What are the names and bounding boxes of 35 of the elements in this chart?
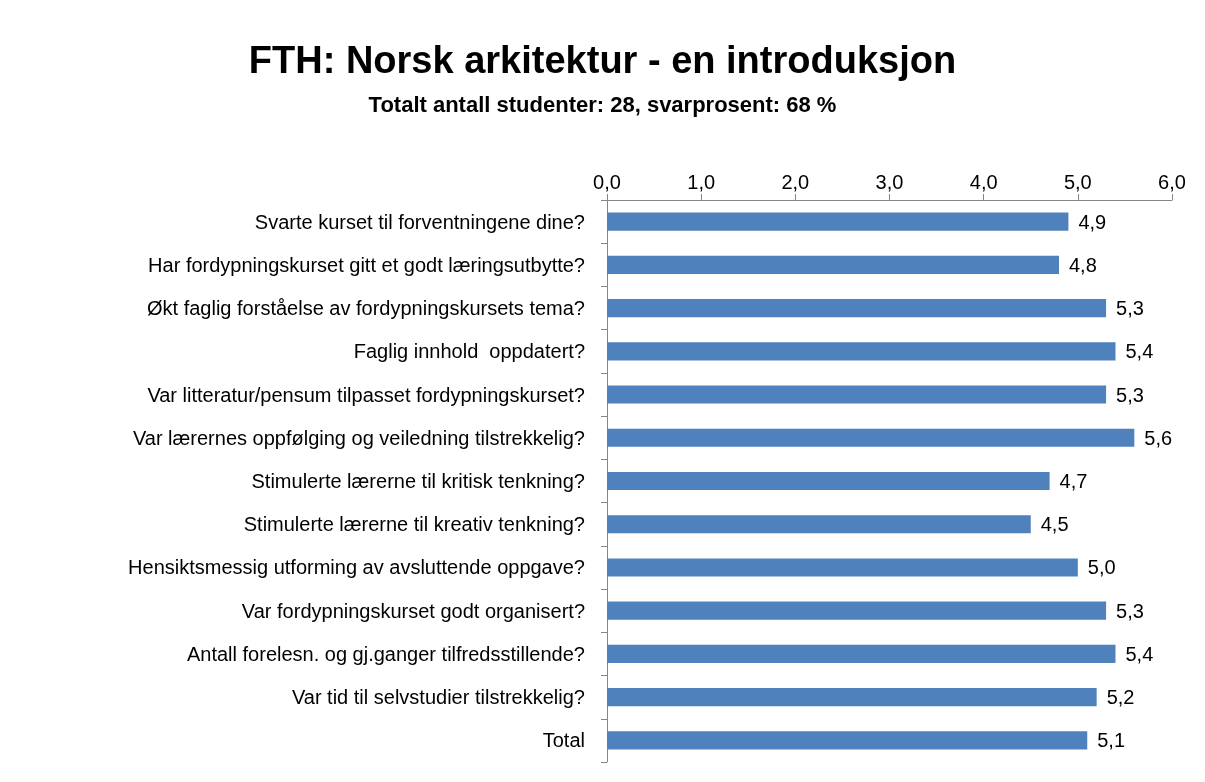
- data-label: 5,2: [1106, 686, 1135, 709]
- data-label: 4,7: [1059, 470, 1088, 492]
- y-tick-label: Var tid til selvstudier tilstrekkelig?: [291, 686, 585, 709]
- data-label: 4,5: [1040, 513, 1069, 536]
- y-tick-label: Total: [542, 729, 585, 752]
- y-tick-label: Stimulerte lærerne til kreativ tenkning?: [243, 513, 585, 536]
- data-label: 5,4: [1125, 340, 1154, 363]
- y-tick-label: Økt faglig forståelse av fordypningskursets tema?: [147, 297, 585, 320]
- data-label: 5,0: [1087, 556, 1116, 579]
- x-tick-label: 1,0: [687, 171, 716, 193]
- data-label: 5,6: [1144, 426, 1173, 449]
- x-tick-label: 5,0: [1063, 171, 1092, 193]
- y-tick-label: Var lærernes oppfølging og veiledning tilstrekkelig?: [132, 426, 585, 449]
- chart-subtitle: Totalt antall studenter: 28, svarprosent: 68 %: [368, 91, 837, 117]
- y-tick-label: Svarte kurset til forventningene dine?: [254, 210, 585, 233]
- y-tick-label: Har fordypningskurset gitt et godt læringsutbytte?: [148, 253, 585, 276]
- x-tick-label: 6,0: [1158, 171, 1186, 193]
- y-tick-label: Antall forelesn. og gj.ganger tilfredsstillende?: [186, 642, 585, 665]
- y-tick-label: Var litteratur/pensum tilpasset fordypningskurset?: [147, 383, 585, 406]
- data-label: 5,3: [1116, 599, 1144, 622]
- data-label: 4,9: [1078, 210, 1107, 233]
- y-tick-label: Var fordypningskurset godt organisert?: [241, 599, 585, 622]
- data-label: 5,3: [1116, 383, 1144, 406]
- y-tick-label: Hensiktsmessig utforming av avsluttende oppgave?: [128, 556, 585, 579]
- y-tick-label: Faglig innhold oppdatert?: [353, 340, 585, 363]
- x-tick-label: 4,0: [969, 171, 998, 193]
- x-tick-label: 2,0: [781, 171, 810, 193]
- data-label: 4,8: [1069, 253, 1097, 276]
- data-label: 5,1: [1097, 729, 1126, 752]
- x-tick-label: 0,0: [593, 171, 621, 193]
- data-label: 5,3: [1116, 297, 1144, 320]
- chart-title: FTH: Norsk arkitektur - en introduksjon: [248, 39, 957, 81]
- y-tick-label: Stimulerte lærerne til kritisk tenkning?: [251, 470, 585, 492]
- data-label: 5,4: [1125, 642, 1154, 665]
- x-tick-label: 3,0: [875, 171, 904, 193]
